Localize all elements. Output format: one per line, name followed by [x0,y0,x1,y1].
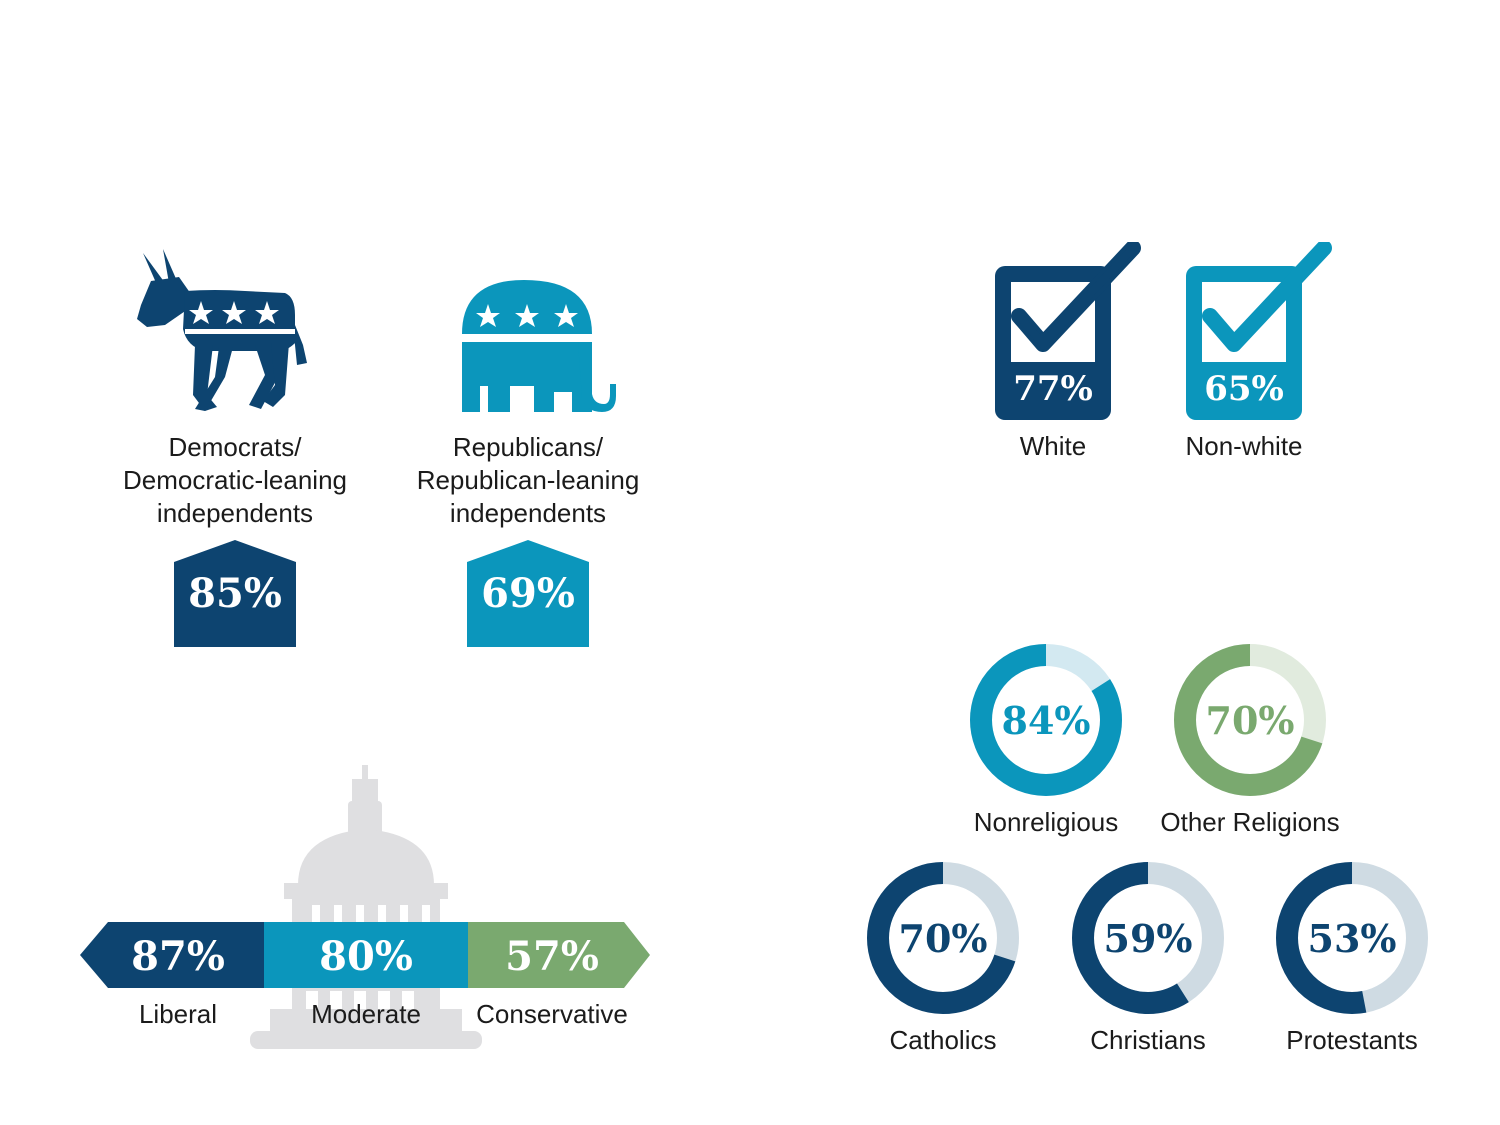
donut-label: Protestants [1286,1025,1418,1055]
race-white-checkbox: 77% [993,240,1143,422]
donut-nonreligious: 84% [959,633,1133,807]
donut-label: Catholics [889,1025,997,1055]
ideology-conservative-value: 57% [505,933,599,980]
democrats-label-line: Democrats/ [168,432,302,462]
donut-value-arc [1174,644,1326,796]
republicans-value: 69% [481,570,575,617]
house-shape [174,540,296,647]
race-nonwhite-value: 65% [1204,369,1284,409]
donut-value-arc [1276,862,1428,1014]
donut-value-arc [867,862,1019,1014]
democrats-label-line: Democratic-leaning [123,465,347,495]
ideology-bar: 87% 80% 57% [80,922,652,988]
ideology-liberal-value: 87% [131,933,225,980]
republicans-value-badge: 69% [467,540,589,647]
checkbox-icon: 77% [995,240,1141,420]
democrats-label: Democrats/ Democratic-leaning independen… [100,431,370,530]
donut-value-label: 59% [1104,916,1193,961]
ideology-arrow-bar: 87% 80% 57% [80,922,650,988]
donut-label: Nonreligious [973,807,1119,837]
democrats-value-badge: 85% [174,540,296,647]
checkbox-icon: 65% [1186,240,1332,420]
republicans-label: Republicans/ Republican-leaning independ… [395,431,661,530]
democrats-value: 85% [188,570,282,617]
ideology-moderate-value: 80% [319,933,413,980]
elephant-icon [458,276,618,416]
donut-value-label: 84% [1002,698,1091,743]
donut-value-label: 53% [1308,916,1397,961]
donut-protestants: 53% [1265,851,1439,1025]
donut-christians: 59% [1061,851,1235,1025]
donut-label: Christians [1090,1025,1206,1055]
race-nonwhite-checkbox: 65% [1184,240,1334,422]
race-white-label: White [1019,431,1087,461]
donut-value-arc [1072,862,1224,1014]
donut-label: Other Religions [1160,807,1340,837]
donut-value-arc [970,644,1122,796]
donut-other-religions: 70% [1163,633,1337,807]
race-white-value: 77% [1013,369,1093,409]
ideology-liberal-label: Liberal [138,999,218,1029]
republicans-label-line: Republican-leaning [416,465,640,495]
republicans-label-line: independents [449,498,607,528]
republicans-label-line: Republicans/ [452,432,604,462]
donkey-icon [135,245,310,417]
donut-catholics: 70% [856,851,1030,1025]
ideology-moderate-label: Moderate [311,999,421,1029]
democrats-label-line: independents [156,498,314,528]
ideology-conservative-label: Conservative [476,999,628,1029]
donut-value-label: 70% [1206,698,1295,743]
race-nonwhite-label: Non-white [1185,431,1303,461]
donut-value-label: 70% [899,916,988,961]
house-shape [467,540,589,647]
